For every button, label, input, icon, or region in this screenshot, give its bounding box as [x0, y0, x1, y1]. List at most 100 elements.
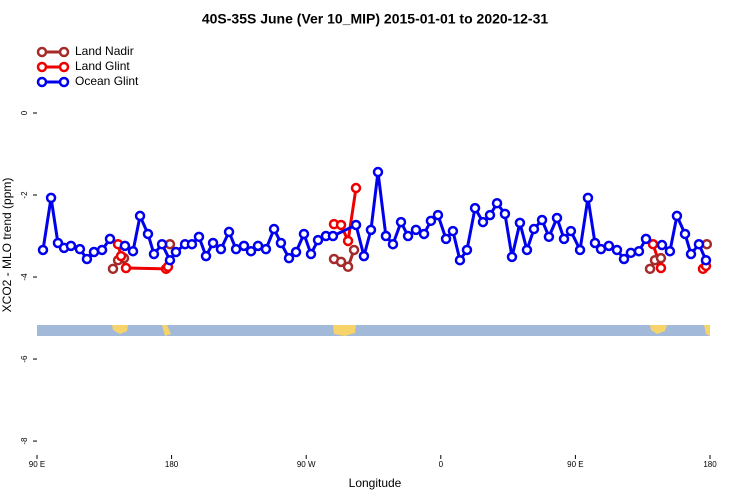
y-tick-label: -4 — [20, 273, 29, 281]
data-point — [700, 254, 712, 266]
data-point — [655, 252, 667, 264]
data-point — [350, 219, 362, 231]
data-point — [207, 237, 219, 249]
data-point — [589, 237, 601, 249]
legend-label: Land Glint — [75, 59, 130, 73]
data-point — [335, 219, 347, 231]
x-tick-label: 90 E — [29, 460, 45, 469]
data-point — [395, 216, 407, 228]
legend-marker — [58, 61, 70, 73]
data-point — [372, 166, 384, 178]
legend-label: Land Nadir — [75, 44, 134, 58]
data-point — [410, 224, 422, 236]
land-blob — [162, 325, 171, 336]
data-point — [582, 192, 594, 204]
data-point — [611, 244, 623, 256]
data-point — [156, 238, 168, 250]
legend-marker — [36, 61, 48, 73]
data-point — [148, 248, 160, 260]
data-point — [618, 253, 630, 265]
legend-marker — [58, 76, 70, 88]
data-point — [679, 228, 691, 240]
x-tick-label: 90 W — [297, 460, 316, 469]
data-point — [506, 251, 518, 263]
x-axis-label: Longitude — [349, 476, 402, 490]
data-point — [275, 237, 287, 249]
data-point — [543, 231, 555, 243]
data-point — [536, 214, 548, 226]
data-point — [664, 245, 676, 257]
data-point — [693, 238, 705, 250]
chart-title: 40S-35S June (Ver 10_MIP) 2015-01-01 to … — [202, 11, 549, 27]
data-point — [454, 254, 466, 266]
data-point — [298, 228, 310, 240]
data-point — [484, 209, 496, 221]
data-point — [134, 210, 146, 222]
data-point — [37, 244, 49, 256]
data-point — [327, 230, 339, 242]
data-point — [358, 250, 370, 262]
data-point — [260, 243, 272, 255]
data-point — [432, 209, 444, 221]
land-blob — [112, 325, 128, 334]
data-point — [440, 233, 452, 245]
data-point — [425, 215, 437, 227]
data-point — [186, 238, 198, 250]
data-point — [142, 228, 154, 240]
y-tick-label: 0 — [20, 110, 29, 115]
data-point — [491, 197, 503, 209]
data-point — [365, 224, 377, 236]
data-point — [200, 250, 212, 262]
legend-marker — [36, 46, 48, 58]
data-point — [387, 238, 399, 250]
data-point — [65, 240, 77, 252]
data-point — [335, 256, 347, 268]
legend-marker — [36, 76, 48, 88]
data-point — [115, 250, 127, 262]
legend-marker — [58, 46, 70, 58]
data-point — [164, 254, 176, 266]
data-point — [671, 210, 683, 222]
data-point — [127, 245, 139, 257]
data-point — [603, 240, 615, 252]
data-point — [290, 246, 302, 258]
data-point — [342, 261, 354, 273]
data-point — [283, 252, 295, 264]
data-point — [215, 243, 227, 255]
data-point — [640, 233, 652, 245]
data-point — [655, 262, 667, 274]
data-point — [574, 244, 586, 256]
data-point — [245, 245, 257, 257]
data-point — [447, 225, 459, 237]
data-point — [223, 226, 235, 238]
y-tick-label: -8 — [20, 437, 29, 445]
data-point — [521, 244, 533, 256]
data-point — [104, 233, 116, 245]
data-point — [342, 235, 354, 247]
data-point — [120, 262, 132, 274]
data-point — [350, 182, 362, 194]
y-axis-label: XCO2 - MLO trend (ppm) — [0, 178, 14, 313]
data-point — [380, 230, 392, 242]
data-point — [685, 248, 697, 260]
data-point — [461, 244, 473, 256]
x-tick-label: 180 — [703, 460, 717, 469]
data-point — [644, 263, 656, 275]
data-point — [305, 248, 317, 260]
data-point — [551, 212, 563, 224]
data-point — [119, 240, 131, 252]
data-point — [45, 192, 57, 204]
data-point — [268, 223, 280, 235]
data-point — [96, 244, 108, 256]
data-point — [81, 253, 93, 265]
land-blob — [333, 325, 356, 336]
data-point — [558, 233, 570, 245]
y-tick-label: -2 — [20, 191, 29, 199]
data-point — [528, 223, 540, 235]
legend-label: Ocean Glint — [75, 74, 139, 88]
ocean-band — [37, 325, 710, 336]
x-tick-label: 180 — [165, 460, 179, 469]
data-point — [238, 240, 250, 252]
